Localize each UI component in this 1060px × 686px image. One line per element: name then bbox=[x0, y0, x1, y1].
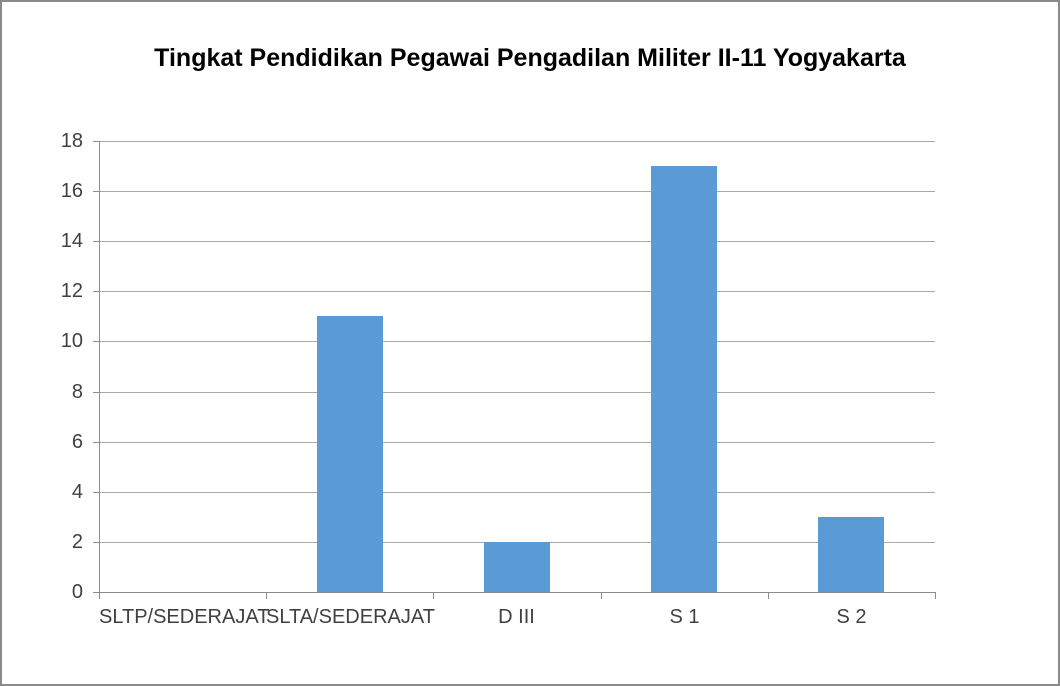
bar bbox=[317, 316, 383, 592]
y-axis-tick bbox=[93, 592, 99, 593]
x-axis-line bbox=[99, 592, 936, 593]
x-axis-tick bbox=[99, 592, 100, 599]
y-axis-tick bbox=[93, 492, 99, 493]
y-tick-label: 18 bbox=[60, 130, 83, 152]
y-tick-label: 10 bbox=[60, 330, 83, 352]
y-axis-tick bbox=[93, 442, 99, 443]
x-axis-tick bbox=[266, 592, 267, 599]
category-label: S 2 bbox=[836, 606, 867, 628]
y-tick-label: 12 bbox=[60, 280, 83, 302]
y-axis-tick bbox=[93, 191, 99, 192]
gridline bbox=[99, 442, 935, 443]
gridline bbox=[99, 392, 935, 393]
x-axis-tick bbox=[433, 592, 434, 599]
gridline bbox=[99, 191, 935, 192]
x-axis-tick bbox=[768, 592, 769, 599]
category-label: D III bbox=[498, 606, 535, 628]
y-axis-tick bbox=[93, 392, 99, 393]
y-axis-line bbox=[99, 141, 100, 593]
x-axis-tick bbox=[935, 592, 936, 599]
gridline bbox=[99, 492, 935, 493]
y-axis-tick bbox=[93, 241, 99, 242]
y-tick-label: 4 bbox=[71, 481, 83, 503]
gridline bbox=[99, 141, 935, 142]
chart-title: Tingkat Pendidikan Pegawai Pengadilan Mi… bbox=[154, 44, 906, 72]
gridline bbox=[99, 291, 935, 292]
bar bbox=[651, 166, 717, 592]
y-axis-tick bbox=[93, 141, 99, 142]
y-axis-tick bbox=[93, 341, 99, 342]
category-label: S 1 bbox=[669, 606, 700, 628]
y-axis-tick bbox=[93, 542, 99, 543]
y-tick-label: 2 bbox=[71, 531, 83, 553]
y-tick-label: 14 bbox=[60, 230, 83, 252]
y-axis-tick bbox=[93, 291, 99, 292]
gridline bbox=[99, 241, 935, 242]
category-label: SLTA/SEDERAJAT bbox=[266, 606, 435, 628]
category-label: SLTP/SEDERAJAT bbox=[99, 606, 270, 628]
bar bbox=[818, 517, 884, 592]
bar bbox=[484, 542, 550, 592]
y-tick-label: 6 bbox=[71, 431, 83, 453]
y-tick-label: 16 bbox=[60, 180, 83, 202]
y-tick-label: 0 bbox=[71, 581, 83, 603]
y-tick-label: 8 bbox=[71, 381, 83, 403]
gridline bbox=[99, 341, 935, 342]
x-axis-tick bbox=[601, 592, 602, 599]
